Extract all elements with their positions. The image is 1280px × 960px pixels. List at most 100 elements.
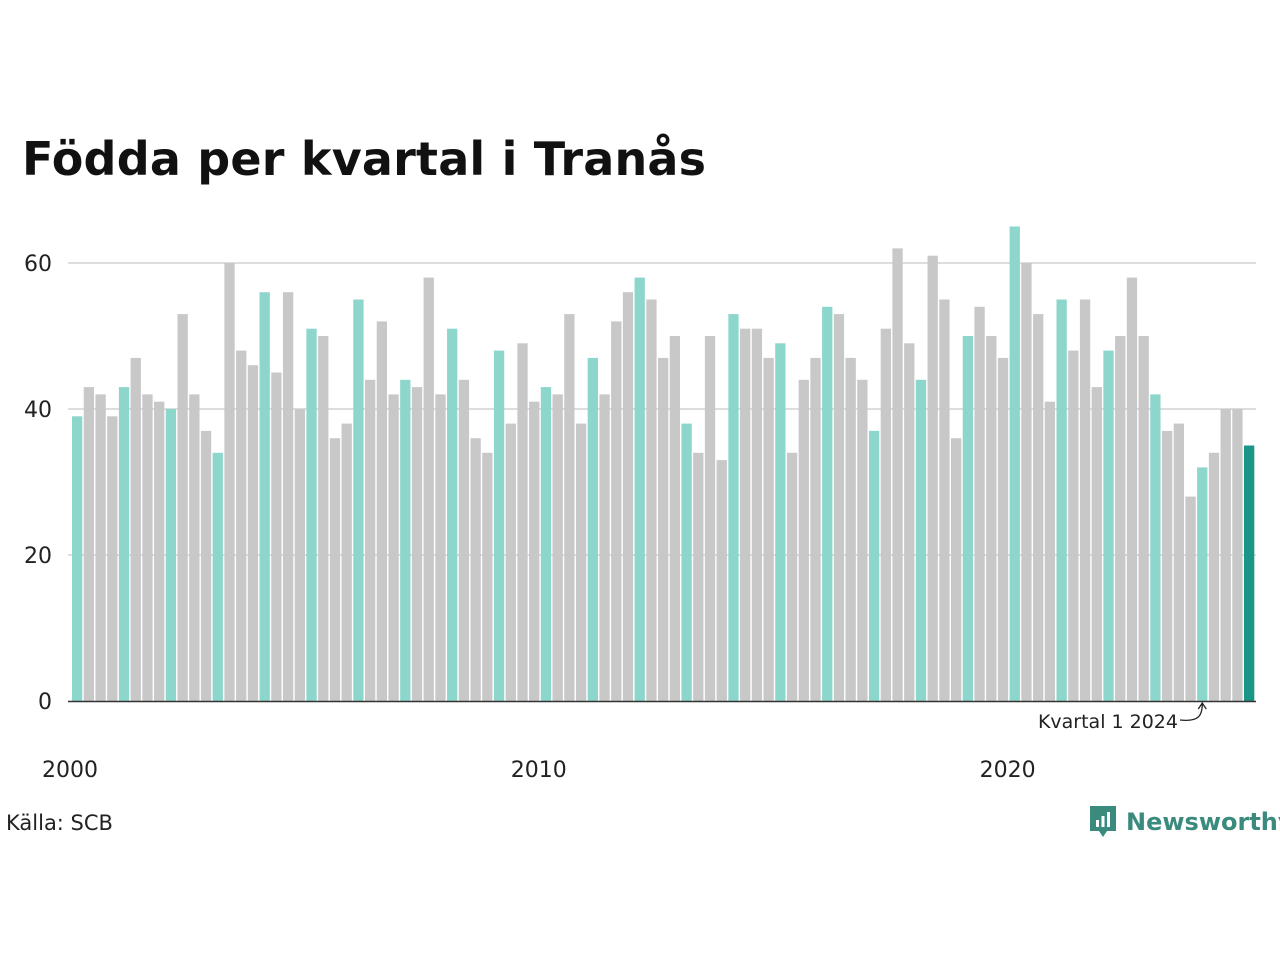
bar xyxy=(927,255,938,701)
bar xyxy=(599,394,610,701)
bar xyxy=(423,277,434,701)
bar xyxy=(1197,467,1208,701)
bar xyxy=(200,430,212,701)
bar xyxy=(1126,277,1138,701)
bar xyxy=(646,299,657,701)
bar xyxy=(951,438,962,701)
bar xyxy=(575,423,587,701)
bar xyxy=(904,343,915,701)
bar xyxy=(564,314,575,701)
y-tick-label: 20 xyxy=(24,544,52,569)
bar xyxy=(400,379,411,701)
bar xyxy=(154,401,165,701)
bar xyxy=(1033,314,1044,701)
bar xyxy=(716,460,727,701)
bar xyxy=(962,336,974,701)
bar xyxy=(1091,387,1102,701)
x-tick-label: 2000 xyxy=(42,758,98,783)
bar xyxy=(83,387,95,701)
bar xyxy=(587,357,598,701)
bar xyxy=(1056,299,1067,701)
bar xyxy=(130,357,141,701)
bar xyxy=(212,452,223,701)
x-tick-label: 2010 xyxy=(511,758,567,783)
bar xyxy=(259,292,270,701)
bar xyxy=(458,379,470,701)
bar xyxy=(810,357,821,701)
bar xyxy=(622,292,634,701)
x-axis-ticks: 2000 2010 2020 xyxy=(42,758,1036,783)
bar xyxy=(247,365,259,701)
bar xyxy=(493,350,505,701)
y-axis-ticks: 0 20 40 60 xyxy=(24,252,52,715)
bar xyxy=(1220,409,1231,701)
source-note: Källa: SCB xyxy=(6,811,113,835)
annotation-arrow xyxy=(1179,701,1207,722)
bar xyxy=(365,379,376,701)
bar-chart: 0 20 40 60 2000 2010 2020 Kvartal 1 2024 xyxy=(24,226,1256,783)
bar xyxy=(552,394,563,701)
bar xyxy=(740,328,751,701)
bar xyxy=(1138,336,1149,701)
bar xyxy=(1185,496,1196,701)
bar xyxy=(786,452,798,701)
newsworthy-logo-icon xyxy=(1090,806,1116,837)
bar xyxy=(728,314,739,701)
x-tick-label: 2020 xyxy=(980,758,1036,783)
bar xyxy=(1044,401,1056,701)
bar xyxy=(892,248,903,701)
bar xyxy=(798,379,809,701)
bar xyxy=(482,452,493,701)
bar xyxy=(517,343,528,701)
bar xyxy=(658,357,669,701)
bar xyxy=(294,409,305,701)
bar xyxy=(880,328,891,701)
bar xyxy=(388,394,399,701)
bar xyxy=(1009,226,1020,701)
bar xyxy=(411,387,423,701)
bar xyxy=(1068,350,1079,701)
bar xyxy=(236,350,247,701)
bar xyxy=(353,299,364,701)
annotation: Kvartal 1 2024 xyxy=(1038,701,1207,733)
bar xyxy=(505,423,516,701)
page-title: Födda per kvartal i Tranås xyxy=(22,132,707,186)
bar xyxy=(540,387,552,701)
bar xyxy=(1161,430,1173,701)
bar xyxy=(341,423,352,701)
bar xyxy=(447,328,458,701)
bar xyxy=(282,292,294,701)
bar xyxy=(868,430,880,701)
bar xyxy=(95,394,106,701)
bar xyxy=(763,357,774,701)
bar xyxy=(833,314,845,701)
bar xyxy=(1173,423,1184,701)
bar xyxy=(189,394,200,701)
bar xyxy=(271,372,282,701)
bar xyxy=(751,328,763,701)
bar xyxy=(669,336,681,701)
bar xyxy=(224,263,235,701)
bar xyxy=(775,343,786,701)
bar xyxy=(974,306,985,701)
bar xyxy=(857,379,868,701)
bar xyxy=(611,321,622,701)
annotation-label: Kvartal 1 2024 xyxy=(1038,711,1178,733)
bar xyxy=(986,336,997,701)
bar xyxy=(704,336,716,701)
bar xyxy=(118,387,130,701)
bar xyxy=(329,438,341,701)
bar xyxy=(470,438,481,701)
bar xyxy=(681,423,692,701)
bar xyxy=(107,416,118,701)
bar xyxy=(634,277,645,701)
bar xyxy=(72,416,83,701)
bar xyxy=(1150,394,1161,701)
bar xyxy=(915,379,927,701)
bar xyxy=(142,394,153,701)
bar xyxy=(435,394,446,701)
bar xyxy=(318,336,329,701)
bars xyxy=(72,226,1255,701)
brand-logo: Newsworthy xyxy=(1088,804,1280,840)
bar xyxy=(177,314,188,701)
